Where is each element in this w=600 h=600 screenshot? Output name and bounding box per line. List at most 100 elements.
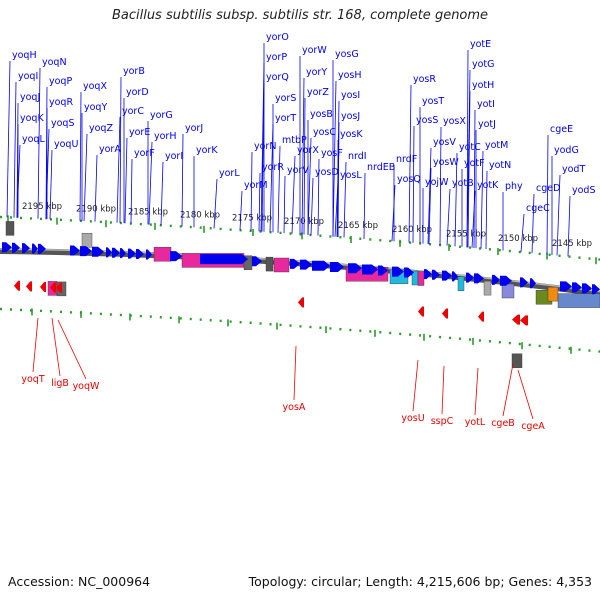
forward-gene-arrow[interactable]: [466, 272, 474, 283]
gene-label: nrdF: [396, 154, 417, 165]
forward-gene-arrow[interactable]: [32, 243, 38, 254]
gene-leader-line: [480, 150, 484, 249]
gene-label: yosT: [422, 96, 444, 107]
forward-gene-arrow[interactable]: [432, 269, 440, 280]
scale-label: 2180 kbp: [180, 210, 220, 220]
feature-block[interactable]: [153, 247, 172, 262]
forward-gene-arrow[interactable]: [170, 251, 182, 262]
forward-gene-arrow[interactable]: [560, 281, 572, 292]
forward-gene-arrow[interactable]: [92, 246, 104, 257]
forward-gene-arrow[interactable]: [2, 242, 12, 253]
gene-label: yosA: [283, 402, 306, 413]
gene-label: yorD: [126, 87, 149, 98]
gene-label: yosU: [401, 413, 424, 424]
forward-gene-arrow[interactable]: [582, 283, 592, 294]
feature-block[interactable]: [457, 276, 465, 291]
feature-block[interactable]: [5, 221, 15, 236]
forward-gene-arrow[interactable]: [22, 243, 30, 254]
reverse-gene-arrow[interactable]: [442, 308, 448, 319]
gene-label: yorW: [302, 45, 327, 56]
forward-gene-arrow[interactable]: [492, 274, 500, 285]
gene-label: yojW: [425, 177, 449, 188]
reverse-gene-arrow[interactable]: [418, 306, 424, 317]
gene-label: yorL: [219, 168, 240, 179]
reverse-gene-arrow[interactable]: [26, 281, 32, 292]
gene-label: yotN: [489, 160, 511, 171]
forward-gene-arrow[interactable]: [348, 263, 362, 274]
forward-gene-arrow[interactable]: [530, 278, 536, 289]
reverse-gene-arrow[interactable]: [478, 311, 484, 322]
forward-gene-arrow[interactable]: [128, 248, 136, 259]
gene-label: yorV: [287, 165, 309, 176]
feature-block[interactable]: [557, 293, 600, 308]
forward-gene-arrow[interactable]: [520, 277, 528, 288]
forward-gene-arrow[interactable]: [312, 260, 330, 271]
forward-gene-arrow[interactable]: [252, 256, 262, 267]
reverse-gene-arrow[interactable]: [50, 282, 56, 293]
forward-gene-arrow[interactable]: [404, 267, 414, 278]
gene-label: yorM: [244, 180, 268, 191]
gene-label: yoqU: [54, 139, 78, 150]
forward-gene-arrow[interactable]: [300, 259, 312, 270]
forward-gene-arrow[interactable]: [136, 249, 144, 260]
feature-block[interactable]: [547, 286, 559, 302]
gene-leader-line: [473, 109, 476, 248]
forward-gene-arrow[interactable]: [12, 242, 20, 253]
reverse-gene-arrow[interactable]: [520, 315, 528, 326]
feature-block[interactable]: [81, 232, 93, 248]
gene-label: yodT: [562, 164, 585, 175]
gene-leader-line: [45, 128, 50, 220]
forward-gene-arrow[interactable]: [80, 246, 92, 257]
forward-gene-arrow[interactable]: [362, 264, 378, 275]
reverse-gene-arrow[interactable]: [512, 314, 520, 325]
feature-block[interactable]: [265, 256, 274, 272]
feature-block[interactable]: [511, 353, 523, 368]
forward-gene-arrow[interactable]: [500, 275, 512, 286]
forward-gene-arrow[interactable]: [120, 248, 126, 259]
gene-leader-line: [130, 158, 133, 224]
forward-gene-arrow[interactable]: [474, 273, 484, 284]
gene-label: yotJ: [478, 119, 496, 130]
scale-label: 2160 kbp: [392, 225, 432, 235]
forward-gene-arrow[interactable]: [452, 271, 458, 282]
feature-block[interactable]: [273, 257, 290, 273]
feature-block[interactable]: [501, 283, 515, 299]
gene-label: yosW: [433, 157, 459, 168]
gene-leader-line: [250, 151, 253, 231]
gene-leader-line: [317, 158, 320, 236]
gene-label: yoqY: [84, 102, 107, 113]
forward-gene-arrow[interactable]: [38, 243, 46, 254]
feature-block[interactable]: [417, 271, 425, 286]
forward-gene-arrow[interactable]: [290, 258, 300, 269]
forward-gene-arrow[interactable]: [112, 247, 120, 258]
gene-leader-line: [148, 141, 153, 225]
forward-gene-arrow[interactable]: [592, 284, 600, 295]
forward-gene-arrow[interactable]: [424, 269, 432, 280]
gene-leader-line: [213, 178, 218, 229]
forward-gene-arrow[interactable]: [146, 249, 152, 260]
forward-gene-arrow[interactable]: [106, 247, 112, 258]
gene-leader-line: [502, 363, 514, 417]
forward-gene-arrow[interactable]: [392, 266, 404, 277]
gene-leader-line: [6, 60, 11, 218]
reverse-gene-arrow[interactable]: [298, 297, 304, 308]
reverse-gene-arrow[interactable]: [40, 281, 46, 292]
forward-gene-arrow[interactable]: [330, 261, 344, 272]
gene-label: yoqN: [42, 57, 67, 68]
gene-label: yotC: [459, 142, 481, 153]
gene-label: cgeC: [526, 203, 550, 214]
forward-gene-arrow[interactable]: [70, 245, 80, 256]
gene-leader-line: [467, 90, 471, 248]
forward-gene-arrow[interactable]: [200, 254, 248, 265]
gene-label: yosH: [338, 70, 362, 81]
forward-gene-arrow[interactable]: [572, 282, 582, 293]
gene-label: yorA: [99, 144, 121, 155]
gene-leader-line: [116, 116, 121, 223]
gene-label: yotI: [477, 99, 495, 110]
reverse-gene-arrow[interactable]: [56, 282, 62, 293]
reverse-gene-arrow[interactable]: [14, 280, 20, 291]
forward-gene-arrow[interactable]: [442, 270, 452, 281]
forward-gene-arrow[interactable]: [378, 265, 388, 276]
gene-label: yosB: [310, 109, 333, 120]
feature-block[interactable]: [483, 280, 492, 296]
